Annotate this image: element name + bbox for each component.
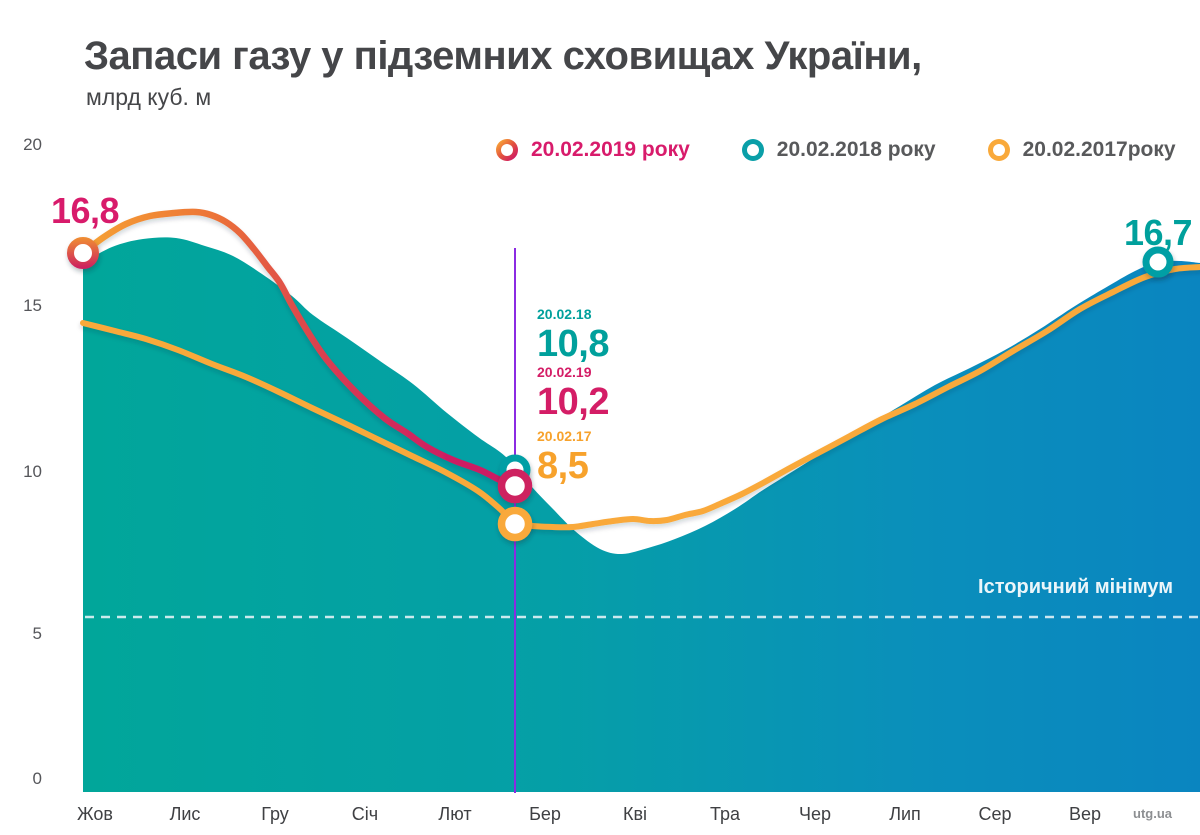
annotation-2018-date: 20.02.18	[537, 306, 592, 322]
marker-2019-feb20	[497, 468, 533, 504]
x-tick-sep: Вер	[1068, 804, 1102, 824]
y-tick-15: 15	[23, 296, 42, 315]
end-value-label-2018: 16,7	[1123, 212, 1193, 253]
legend-ring-2018-icon	[741, 139, 764, 161]
line-2019	[79, 208, 519, 489]
annotation-2017-value: 8,5	[537, 445, 589, 487]
x-tick-oct: Жов	[77, 804, 113, 824]
annotation-2018-value: 10,8	[537, 323, 609, 365]
line-2017	[80, 264, 1200, 531]
marker-2018-end	[1142, 246, 1174, 278]
x-tick-jun: Чер	[798, 804, 832, 824]
x-tick-apr: Кві	[622, 804, 648, 824]
watermark: utg.ua	[1133, 806, 1172, 821]
marker-2017-feb20	[497, 506, 533, 542]
x-tick-jul: Лип	[889, 804, 921, 824]
page-title: Запаси газу у підземних сховищах України…	[84, 34, 922, 78]
legend-item-2019: 20.02.2019 року	[496, 138, 690, 162]
x-tick-dec: Гру	[261, 804, 289, 824]
y-tick-20: 20	[23, 135, 42, 154]
x-tick-may: Тра	[709, 804, 740, 824]
legend-item-2018: 20.02.2018 року	[741, 138, 936, 162]
x-tick-nov: Лис	[169, 804, 201, 824]
x-tick-jan: Січ	[351, 804, 379, 824]
y-tick-0: 0	[32, 769, 42, 788]
legend-label-2019: 20.02.2019 року	[531, 138, 690, 161]
annotation-2017: 20.02.17 8,5	[537, 429, 592, 485]
legend-ring-2019-icon	[496, 139, 518, 161]
annotation-2018: 20.02.18 10,8	[537, 307, 609, 363]
annotation-2019-date: 20.02.19	[537, 364, 592, 380]
page-subtitle: млрд куб. м	[86, 84, 212, 110]
historical-minimum-label: Історичний мінімум	[978, 576, 1173, 598]
legend-item-2017: 20.02.2017року	[987, 138, 1176, 162]
x-tick-mar: Бер	[529, 804, 561, 824]
y-tick-5: 5	[32, 624, 42, 643]
x-tick-aug: Сер	[978, 804, 1012, 824]
legend-label-2017: 20.02.2017року	[1022, 138, 1176, 161]
start-value-label-2019: 16,8	[51, 190, 120, 231]
legend-label-2018: 20.02.2018 року	[776, 138, 936, 161]
legend-ring-2017-icon	[987, 139, 1010, 161]
annotation-2019-value: 10,2	[537, 381, 609, 423]
legend: 20.02.2019 року 20.02.2018 року 20.02.20…	[496, 138, 1176, 162]
y-tick-10: 10	[23, 462, 42, 481]
annotation-2017-date: 20.02.17	[537, 428, 592, 444]
marker-2019-start	[67, 237, 99, 269]
x-tick-feb: Лют	[438, 804, 472, 824]
storage-area-2018	[83, 237, 1200, 792]
annotation-2019: 20.02.19 10,2	[537, 365, 609, 421]
